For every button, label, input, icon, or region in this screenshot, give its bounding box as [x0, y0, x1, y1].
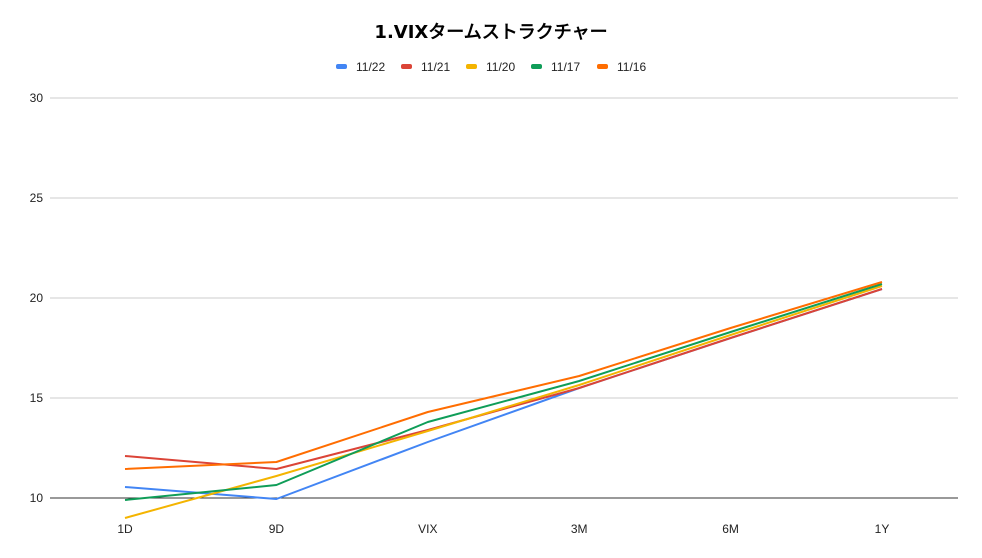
y-tick-label: 30	[30, 91, 44, 105]
y-tick-label: 10	[30, 491, 44, 505]
series-lines	[124, 281, 883, 519]
x-axis-ticks: 1D 9D VIX 3M 6M 1Y	[117, 522, 889, 536]
series-line-11-20[interactable]	[124, 285, 883, 519]
y-axis-ticks: 10 15 20 25 30	[30, 91, 44, 505]
y-tick-label: 25	[30, 191, 44, 205]
x-tick-label: 3M	[571, 522, 588, 536]
legend-swatch	[597, 64, 608, 69]
y-tick-label: 15	[30, 391, 44, 405]
x-tick-label: VIX	[418, 522, 437, 536]
series-line-11-17[interactable]	[124, 283, 883, 501]
legend-swatch	[531, 64, 542, 69]
legend-label[interactable]: 11/22	[356, 60, 385, 74]
x-tick-label: 9D	[269, 522, 285, 536]
legend: 11/22 11/21 11/20 11/17 11/16	[336, 60, 646, 74]
legend-swatch	[466, 64, 477, 69]
y-tick-label: 20	[30, 291, 44, 305]
grid-lines	[50, 97, 958, 499]
x-tick-label: 1Y	[875, 522, 890, 536]
series-line-11-16[interactable]	[124, 281, 883, 470]
legend-label[interactable]: 11/20	[486, 60, 515, 74]
legend-swatch	[401, 64, 412, 69]
x-tick-label: 6M	[722, 522, 739, 536]
x-tick-label: 1D	[117, 522, 133, 536]
legend-label[interactable]: 11/17	[551, 60, 580, 74]
legend-swatch	[336, 64, 347, 69]
legend-label[interactable]: 11/16	[617, 60, 646, 74]
legend-label[interactable]: 11/21	[421, 60, 450, 74]
chart-title: 1.VIXタームストラクチャー	[374, 22, 608, 43]
